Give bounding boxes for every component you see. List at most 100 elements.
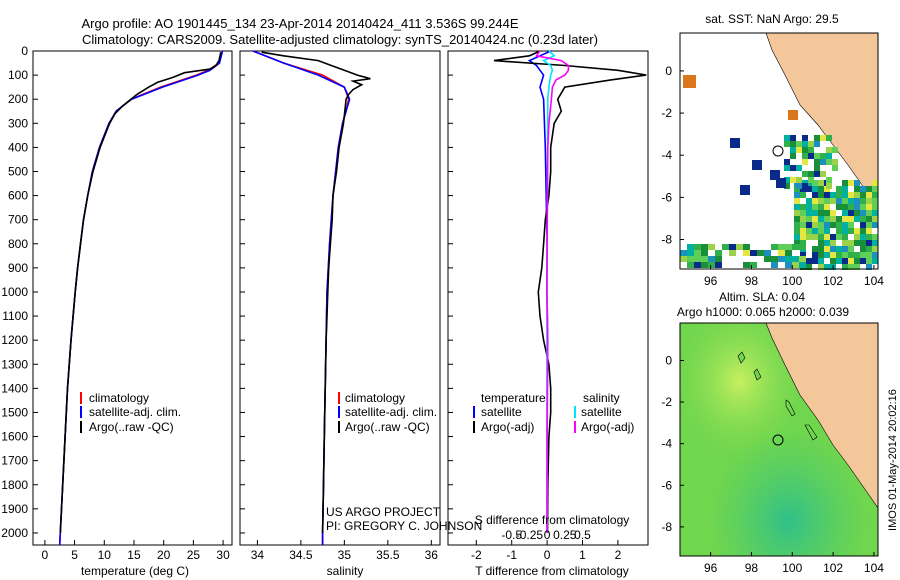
sst-cell xyxy=(812,252,818,258)
sst-cell xyxy=(808,147,814,153)
sst-map-axes: 96 98 100 102 104 0 -2 -4 -6 -8 xyxy=(661,64,884,288)
sst-cell xyxy=(778,256,785,262)
sst-cell xyxy=(806,186,812,192)
legend-label-satellite: satellite-adj. clim. xyxy=(89,405,181,419)
difference-panel-frame xyxy=(447,50,649,546)
sst-cell xyxy=(824,246,830,252)
sst-cell xyxy=(860,204,866,210)
map-y-tick-label: -4 xyxy=(661,437,672,451)
sst-cell xyxy=(830,222,836,228)
sla-argo-location-marker xyxy=(772,434,784,446)
sst-cell xyxy=(814,141,820,147)
sst-cell xyxy=(872,210,878,216)
sst-cell xyxy=(808,171,814,177)
sst-cell xyxy=(866,192,872,198)
sst-cell xyxy=(687,250,694,256)
sst-cell xyxy=(778,250,785,256)
sst-cell xyxy=(806,198,812,204)
map-x-tick-label: 100 xyxy=(782,274,802,288)
sst-cell xyxy=(776,178,786,188)
sst-cell xyxy=(796,147,802,153)
sst-cell xyxy=(848,192,854,198)
x-tick-label: 15 xyxy=(127,548,141,562)
legend-label-climatology: climatology xyxy=(89,391,149,405)
sst-cell xyxy=(792,244,799,250)
sst-cell xyxy=(830,192,836,198)
salinity-axis-label: salinity xyxy=(327,564,364,578)
sst-cell xyxy=(860,222,866,228)
sst-cell xyxy=(842,258,848,264)
sst-cell xyxy=(836,252,842,258)
legend-label-sal-argo: Argo(-adj) xyxy=(581,420,634,434)
sst-cell xyxy=(854,228,860,234)
sst-cell xyxy=(790,147,796,153)
sst-cell xyxy=(854,258,860,264)
sst-cell xyxy=(784,165,790,171)
sst-cell xyxy=(680,256,687,262)
sst-cell xyxy=(812,204,818,210)
sst-cell xyxy=(792,256,799,262)
sst-cell xyxy=(854,180,860,186)
depth-tick-label: 1100 xyxy=(2,309,28,323)
sst-cell xyxy=(812,246,818,252)
map-x-tick-label: 96 xyxy=(704,274,718,288)
sst-cell xyxy=(730,138,740,148)
sst-cell xyxy=(842,192,848,198)
x-tick-label: 10 xyxy=(98,548,112,562)
sst-cell xyxy=(860,228,866,234)
sst-cell xyxy=(832,147,838,153)
sst-cell xyxy=(806,264,812,270)
sst-cell xyxy=(866,210,872,216)
sla-map-frame xyxy=(679,322,879,557)
sst-cell xyxy=(743,244,750,250)
depth-tick-label: 1800 xyxy=(1,478,28,492)
sst-cell xyxy=(820,171,826,177)
sst-cell xyxy=(836,216,842,222)
sst-cell xyxy=(794,204,800,210)
sst-cell xyxy=(836,228,842,234)
depth-tick-label: 800 xyxy=(8,237,28,251)
depth-tick-label: 700 xyxy=(8,213,28,227)
sst-cell xyxy=(796,165,802,171)
sst-cell xyxy=(818,246,824,252)
map-y-tick-label: -8 xyxy=(661,233,672,247)
sst-cell xyxy=(806,258,812,264)
depth-tick-label: 600 xyxy=(8,189,28,203)
sla-map-axes: 96 98 100 102 104 0 -2 -4 -6 -8 xyxy=(661,353,884,575)
sst-cell xyxy=(701,256,708,262)
sst-cell xyxy=(842,180,848,186)
x-tick-label: 20 xyxy=(157,548,171,562)
sst-cell xyxy=(830,240,836,246)
sst-cell xyxy=(743,250,750,256)
map-y-tick-label: 0 xyxy=(665,353,672,367)
sst-cell xyxy=(818,198,824,204)
sst-cell xyxy=(806,204,812,210)
sst-cell xyxy=(860,258,866,264)
sst-cell xyxy=(818,228,824,234)
sst-cell xyxy=(820,135,826,141)
sst-cell xyxy=(800,216,806,222)
depth-tick-label: 0 xyxy=(21,44,28,58)
map-x-tick-label: 98 xyxy=(745,561,759,575)
sst-cell xyxy=(818,216,824,222)
sst-cell xyxy=(715,262,722,268)
sst-cell xyxy=(812,234,818,240)
s-tick-label: 0.25 xyxy=(553,528,577,542)
x-tick-label: -2 xyxy=(471,548,482,562)
sst-cell xyxy=(794,240,800,246)
sst-cell xyxy=(832,159,838,165)
sst-cell xyxy=(866,222,872,228)
sst-cell xyxy=(860,192,866,198)
sst-cell xyxy=(824,198,830,204)
sst-cell xyxy=(824,252,830,258)
x-tick-label: 34 xyxy=(251,548,265,562)
map-x-tick-label: 100 xyxy=(782,561,802,575)
sst-cell xyxy=(860,246,866,252)
salinity-legend: climatology satellite-adj. clim. Argo(..… xyxy=(338,391,437,434)
legend-label-argo: Argo(..raw -QC) xyxy=(89,420,174,434)
depth-axis: 0 100 200 300 400 500 600 700 800 900 1000 1100 1200… xyxy=(1,44,453,540)
t-difference-axis-label: T difference from climatology xyxy=(475,564,629,578)
sst-cell xyxy=(836,222,842,228)
sst-cell xyxy=(872,222,878,228)
